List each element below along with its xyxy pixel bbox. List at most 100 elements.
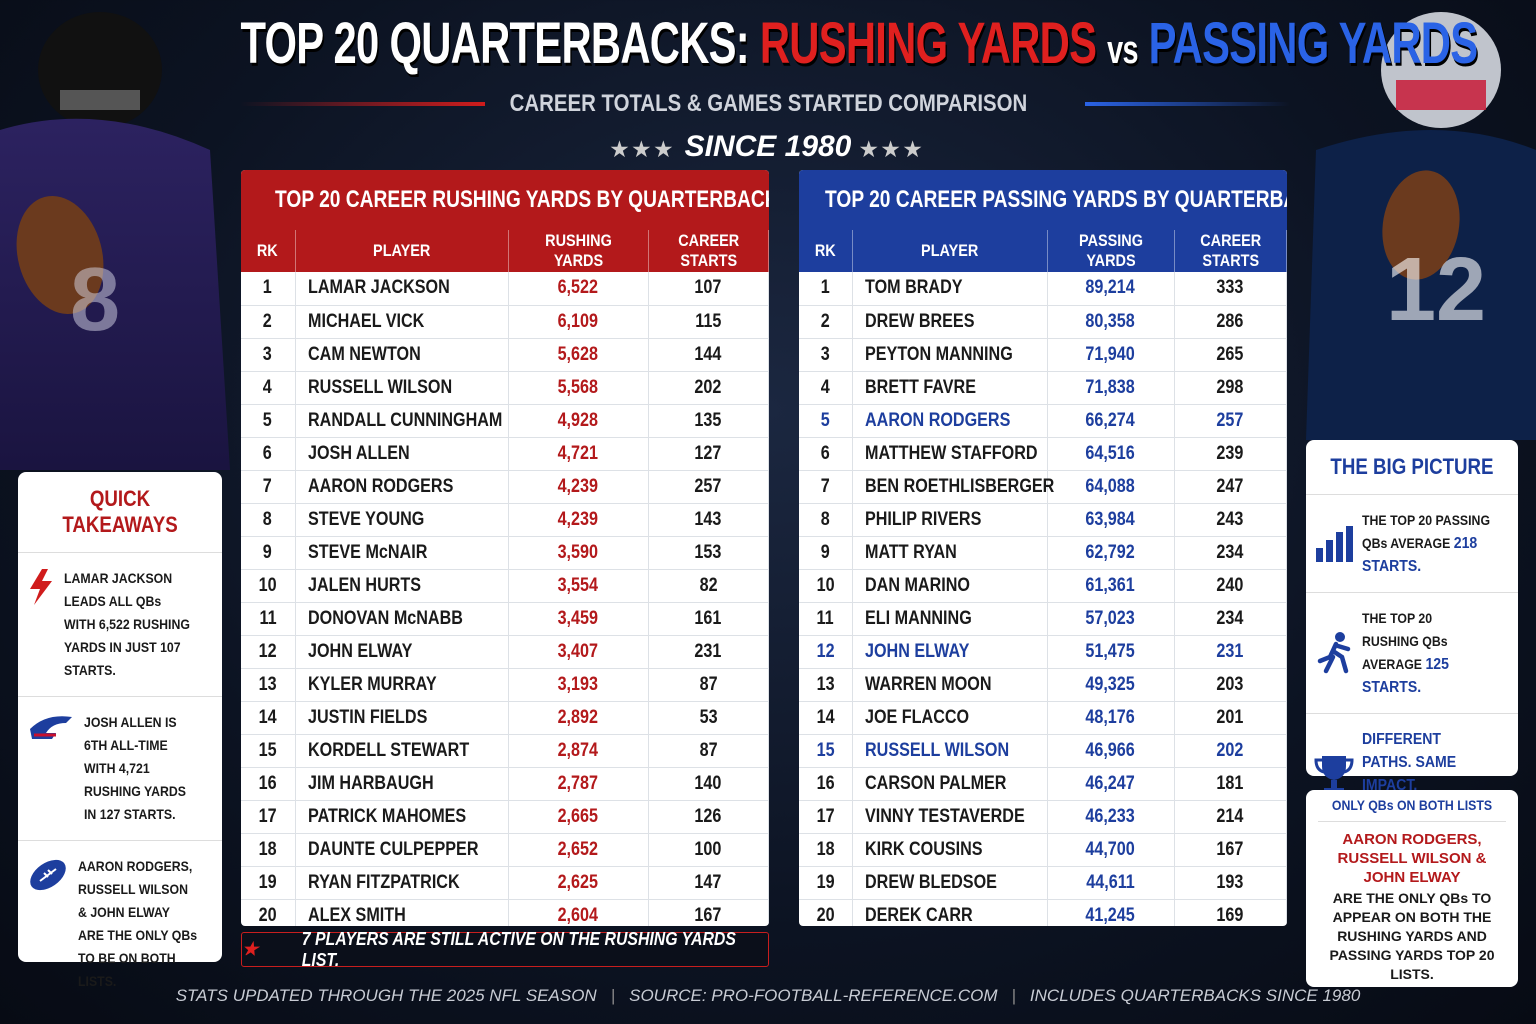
- cell-text: 66,274: [1085, 409, 1136, 431]
- cell-text: JOHN ELWAY: [307, 640, 412, 662]
- rank: 20: [799, 899, 853, 926]
- cell-text: 87: [699, 673, 718, 695]
- cell-text: 4,721: [557, 442, 599, 464]
- player: PHILIP RIVERS: [852, 503, 1048, 537]
- big-picture-card: THE BIG PICTURE THE TOP 20 PASSING QBs A…: [1306, 440, 1518, 817]
- table-row: 14 JUSTIN FIELDS 2,892 53: [241, 701, 769, 735]
- cell-text: 4,239: [557, 475, 599, 497]
- player: BEN ROETHLISBERGER: [852, 470, 1054, 504]
- table-row: 19 DREW BLEDSOE 44,611 193: [799, 866, 1287, 900]
- table-row: 13 WARREN MOON 49,325 203: [799, 668, 1287, 702]
- cell-text: JOHN ELWAY: [864, 640, 969, 662]
- title: TOP 20 QUARTERBACKS: RUSHING YARDS vs PA…: [0, 10, 1536, 77]
- table-row: 20 ALEX SMITH 2,604 167: [241, 899, 769, 926]
- cell-text: 243: [1216, 508, 1244, 530]
- cell-text: 167: [694, 904, 722, 926]
- cell-text: 19: [258, 871, 277, 893]
- player: DONOVAN McNABB: [295, 602, 509, 636]
- rank: 10: [799, 569, 853, 603]
- cell-text: 41,245: [1085, 904, 1136, 926]
- cell-text: 2,604: [557, 904, 599, 926]
- column-label: CAREER STARTS: [1199, 231, 1261, 270]
- cell-text: 13: [258, 673, 277, 695]
- player-art-right: 12: [1306, 12, 1536, 440]
- rank: 9: [241, 536, 296, 570]
- cell-text: DAN MARINO: [864, 574, 970, 596]
- rule: [240, 102, 485, 106]
- player-art-left: 8: [0, 12, 230, 470]
- cell-text: STEVE YOUNG: [307, 508, 424, 530]
- cell-text: JUSTIN FIELDS: [307, 706, 427, 728]
- cell-text: AARON RODGERS: [864, 409, 1010, 431]
- cell-text: 8: [820, 508, 830, 530]
- player: KORDELL STEWART: [295, 734, 509, 768]
- yards: 5,628: [508, 338, 649, 372]
- cell-text: DREW BLEDSOE: [864, 871, 997, 893]
- yards: 2,874: [508, 734, 649, 768]
- cell-text: 49,325: [1085, 673, 1136, 695]
- table-header: TOP 20 CAREER RUSHING YARDS BY QUARTERBA…: [241, 170, 769, 230]
- cell-text: 71,838: [1085, 376, 1136, 398]
- yards: 5,568: [508, 371, 649, 405]
- note-text: 7 PLAYERS ARE STILL ACTIVE ON THE RUSHIN…: [301, 928, 737, 970]
- cell-text: 89,214: [1085, 277, 1136, 299]
- rank: 11: [799, 602, 853, 636]
- table-row: 8 STEVE YOUNG 4,239 143: [241, 503, 769, 537]
- rule: [1085, 102, 1290, 106]
- cell-text: 15: [258, 739, 277, 761]
- yards: 64,088: [1047, 470, 1175, 504]
- cell-text: JIM HARBAUGH: [307, 772, 434, 794]
- cell-text: MATTHEW STAFFORD: [864, 442, 1038, 464]
- separator: |: [610, 986, 616, 1005]
- starts: 202: [648, 371, 769, 405]
- cell-text: 19: [816, 871, 835, 893]
- cell-text: ELI MANNING: [864, 607, 972, 629]
- cell-text: 44,700: [1085, 838, 1136, 860]
- player: MICHAEL VICK: [295, 305, 509, 339]
- cell-text: 14: [258, 706, 277, 728]
- rank: 2: [799, 305, 853, 339]
- starts: 193: [1174, 866, 1287, 900]
- starts: 140: [648, 767, 769, 801]
- yards: 46,247: [1047, 767, 1175, 801]
- column-header: RK: [799, 230, 853, 272]
- cell-text: 7: [263, 475, 273, 497]
- cell-text: 234: [1216, 607, 1244, 629]
- table-row: 1 LAMAR JACKSON 6,522 107: [241, 272, 769, 306]
- cell-text: 100: [694, 838, 722, 860]
- subtitle: CAREER TOTALS & GAMES STARTED COMPARISON: [0, 90, 1536, 118]
- takeaway-text: LAMAR JACKSON LEADS ALL QBs WITH 6,522 R…: [64, 570, 190, 678]
- player: JOE FLACCO: [852, 701, 1048, 735]
- cell-text: 12: [258, 640, 277, 662]
- rank: 3: [241, 338, 296, 372]
- starts: 53: [648, 701, 769, 735]
- player: PEYTON MANNING: [852, 338, 1048, 372]
- player: ALEX SMITH: [295, 899, 509, 926]
- big-picture-emphasis: 218 STARTS.: [1362, 535, 1478, 575]
- table-header: TOP 20 CAREER PASSING YARDS BY QUARTERBA…: [799, 170, 1287, 230]
- table-row: 12 JOHN ELWAY 3,407 231: [241, 635, 769, 669]
- table-row: 3 CAM NEWTON 5,628 144: [241, 338, 769, 372]
- yards: 2,665: [508, 800, 649, 834]
- column-header: PLAYER: [295, 230, 509, 272]
- table-row: 5 RANDALL CUNNINGHAM 4,928 135: [241, 404, 769, 438]
- yards: 2,787: [508, 767, 649, 801]
- table: RK PLAYER PASSING YARDS CAREER STARTS 1 TOM B…: [799, 230, 1287, 926]
- player: JOHN ELWAY: [852, 635, 1048, 669]
- cell-text: 6: [820, 442, 830, 464]
- footer-text: SOURCE: PRO-FOOTBALL-REFERENCE.COM: [629, 986, 998, 1005]
- cell-text: PHILIP RIVERS: [864, 508, 981, 530]
- table-row: 16 CARSON PALMER 46,247 181: [799, 767, 1287, 801]
- cell-text: 20: [258, 904, 277, 926]
- cell-text: 140: [694, 772, 722, 794]
- cell-text: RYAN FITZPATRICK: [307, 871, 460, 893]
- column-header: RK: [241, 230, 296, 272]
- table-row: 9 STEVE McNAIR 3,590 153: [241, 536, 769, 570]
- separator: |: [1011, 986, 1016, 1005]
- yards: 61,361: [1047, 569, 1175, 603]
- takeaway-icon: [30, 716, 72, 739]
- starts: 127: [648, 437, 769, 471]
- cell-text: 87: [699, 739, 718, 761]
- cell-text: DREW BREES: [864, 310, 974, 332]
- cell-text: 9: [820, 541, 830, 563]
